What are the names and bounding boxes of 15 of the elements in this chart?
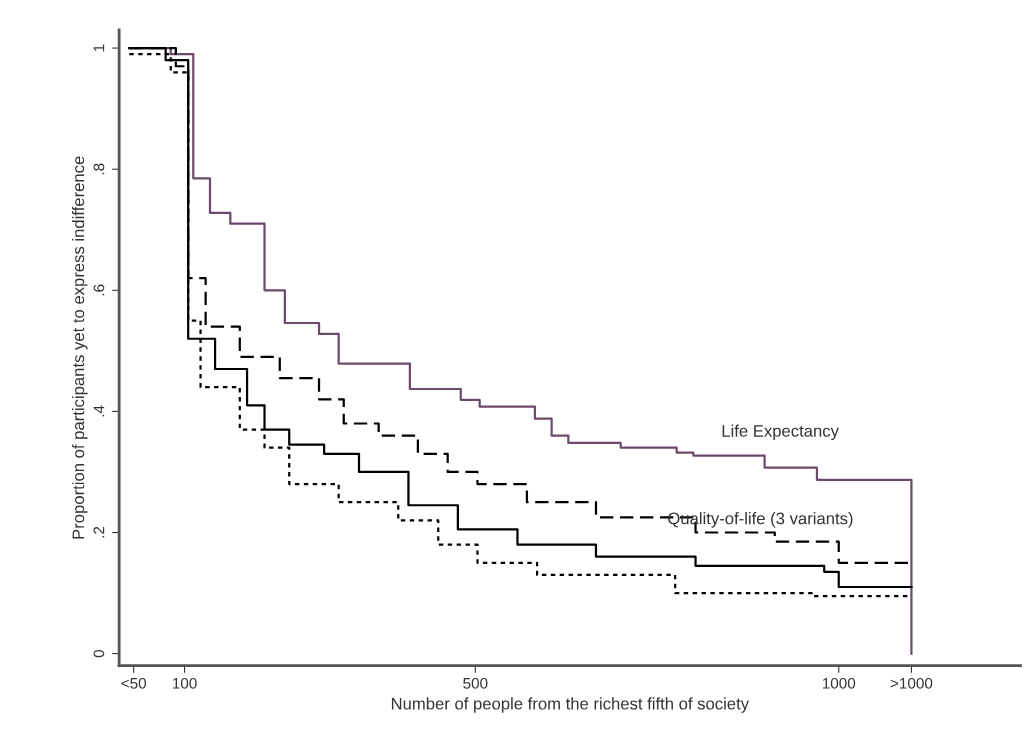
y-tick-label: .8	[93, 163, 105, 175]
y-tick-label: 0	[93, 649, 105, 658]
y-tick-label: .6	[93, 284, 105, 296]
annotation: Quality-of-life (3 variants)	[668, 512, 853, 528]
y-tick-label: .4	[93, 405, 105, 417]
x-tick-label: <50	[121, 677, 147, 689]
annotation: Life Expectancy	[722, 424, 839, 441]
y-tick-label: .2	[93, 526, 105, 538]
x-tick-label: 100	[172, 677, 197, 689]
y-tick-label: 1	[93, 44, 105, 52]
x-tick-label: 1000	[822, 677, 856, 689]
x-axis-title: Number of people from the richest fifth of society	[391, 697, 750, 713]
y-axis-title: Proportion of participants yet to express indifference	[72, 156, 88, 539]
x-tick-label: >1000	[890, 677, 933, 689]
x-tick-label: 500	[463, 677, 488, 689]
